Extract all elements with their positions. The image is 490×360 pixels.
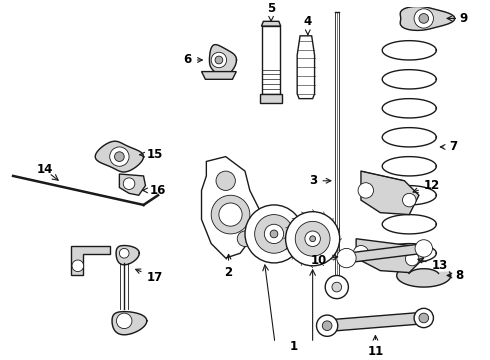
Polygon shape [262,21,281,26]
Circle shape [337,248,356,268]
Circle shape [211,195,250,234]
Text: 6: 6 [184,54,202,67]
Text: 17: 17 [136,269,163,284]
Circle shape [405,252,419,266]
Circle shape [310,236,316,242]
Text: 1: 1 [289,341,297,354]
Circle shape [115,152,124,161]
Polygon shape [262,26,280,94]
Text: 2: 2 [224,255,233,279]
Circle shape [255,215,294,253]
Circle shape [264,224,284,244]
Circle shape [402,193,416,207]
Text: 4: 4 [304,15,312,35]
Circle shape [215,56,223,64]
Polygon shape [116,246,139,265]
Circle shape [211,52,227,68]
Circle shape [123,178,135,189]
Circle shape [72,260,84,271]
Circle shape [117,313,132,329]
Circle shape [353,246,368,261]
Polygon shape [397,269,451,287]
Circle shape [295,221,330,256]
Circle shape [237,231,253,247]
Polygon shape [96,141,144,172]
Circle shape [419,313,429,323]
Circle shape [270,230,278,238]
Polygon shape [356,239,424,273]
Polygon shape [261,94,282,103]
Circle shape [419,14,429,23]
Text: 8: 8 [447,269,464,282]
Polygon shape [361,171,419,215]
Circle shape [322,321,332,330]
Text: 10: 10 [311,253,338,266]
Text: 16: 16 [143,184,166,197]
Text: 7: 7 [441,140,457,153]
Circle shape [414,9,434,28]
Circle shape [332,282,342,292]
Circle shape [325,275,348,299]
Text: 3: 3 [309,174,331,187]
Polygon shape [297,36,315,99]
Circle shape [110,147,129,166]
Text: 14: 14 [37,163,53,176]
Polygon shape [209,45,237,75]
Text: 12: 12 [413,179,440,193]
Polygon shape [400,6,455,31]
Polygon shape [201,72,236,79]
Circle shape [414,308,434,328]
Circle shape [317,315,338,336]
Polygon shape [346,244,424,263]
Circle shape [305,231,320,247]
Circle shape [120,248,129,258]
Polygon shape [71,247,110,275]
Circle shape [415,240,433,257]
Polygon shape [120,174,146,195]
Text: 9: 9 [447,12,468,25]
Circle shape [286,212,340,266]
Polygon shape [112,312,147,335]
Text: 5: 5 [267,1,275,21]
Text: 11: 11 [368,336,384,358]
Circle shape [216,171,235,190]
Text: 13: 13 [418,258,448,272]
Circle shape [358,183,373,198]
Circle shape [219,203,242,226]
Polygon shape [327,312,424,332]
Text: 15: 15 [140,148,163,161]
Circle shape [245,205,303,263]
Polygon shape [201,157,260,258]
